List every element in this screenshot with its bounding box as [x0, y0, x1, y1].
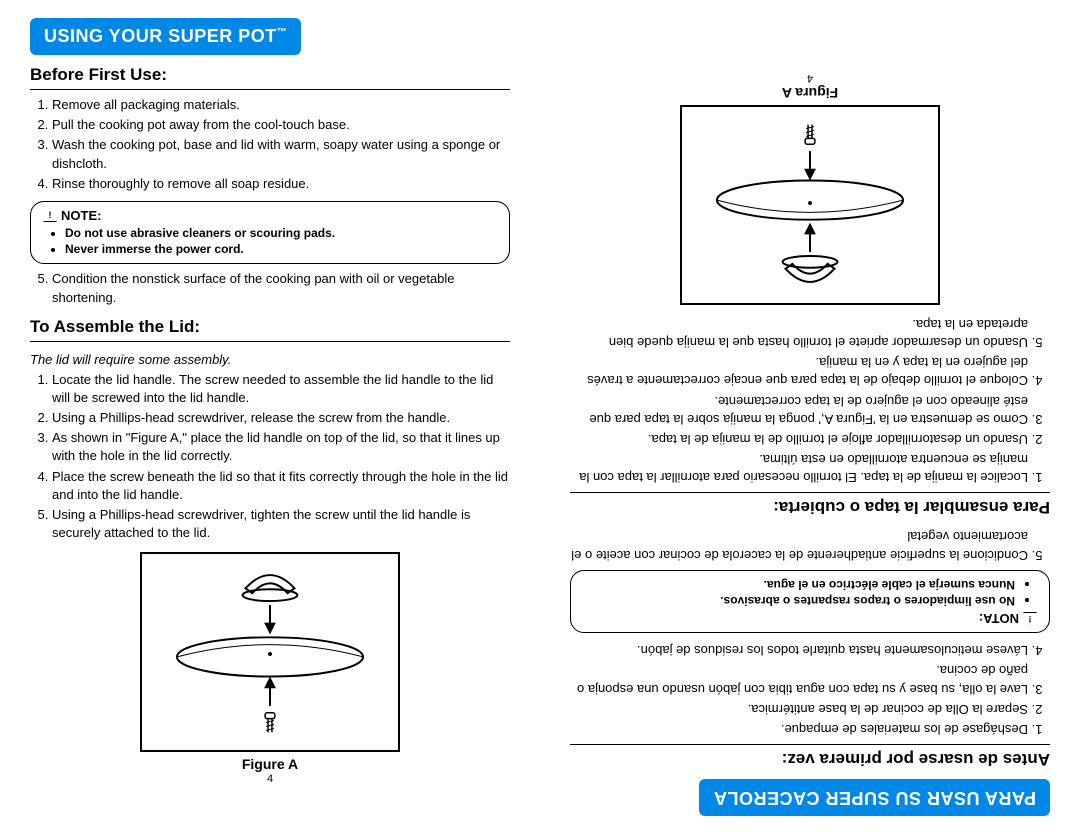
divider	[30, 341, 510, 342]
section-title: USING YOUR SUPER POT	[44, 26, 277, 46]
figure-label: Figura A	[570, 85, 1050, 101]
figure-a-svg	[142, 554, 398, 750]
list-item: Rinse thoroughly to remove all soap resi…	[52, 175, 510, 193]
list-item: Localice la manija de la tapa. El tornil…	[570, 450, 1028, 486]
page-left: USING YOUR SUPER POT™ Before First Use: …	[0, 0, 540, 834]
note-item: Never immerse the power cord.	[65, 241, 497, 257]
list-item: Condicione la superficie antiadherente d…	[570, 527, 1028, 563]
warning-icon	[43, 208, 57, 222]
section-title-bar: USING YOUR SUPER POT™	[30, 18, 301, 55]
list-item: Using a Phillips-head screwdriver, tight…	[52, 506, 510, 542]
divider	[30, 89, 510, 90]
note-item: Do not use abrasive cleaners or scouring…	[65, 225, 497, 241]
list-item: Using a Phillips-head screwdriver, relea…	[52, 409, 510, 427]
note-item: Nunca sumerja el cable eléctrico en el a…	[583, 577, 1015, 593]
list-item: Lávese meticulosamente hasta quitarle to…	[570, 641, 1028, 659]
heading-assemble-lid: To Assemble the Lid:	[30, 317, 510, 337]
before-first-use-list: Remove all packaging materials. Pull the…	[30, 96, 510, 195]
list-item: As shown in "Figure A," place the lid ha…	[52, 429, 510, 465]
list-item: Wash the cooking pot, base and lid with …	[52, 136, 510, 172]
section-title: PARA USAR SU SUPER CACEROLA	[713, 788, 1036, 808]
before-first-use-list: Deshágase de los materiales de empaque. …	[570, 639, 1050, 738]
figure-label: Figure A	[30, 756, 510, 772]
list-item: Como se demuestra en la 'Figura A,' pong…	[570, 391, 1028, 427]
page-number: 4	[30, 773, 510, 785]
note-box: NOTE: Do not use abrasive cleaners or sc…	[30, 201, 510, 264]
list-item: Pull the cooking pot away from the cool-…	[52, 116, 510, 134]
list-item: Locate the lid handle. The screw needed …	[52, 371, 510, 407]
heading-assemble-lid: Para ensamblar la tapa o cubierta:	[570, 497, 1050, 517]
divider	[570, 492, 1050, 493]
tm-mark: ™	[277, 27, 288, 38]
assemble-lid-list: Localice la manija de la tapa. El tornil…	[570, 313, 1050, 487]
heading-before-first-use: Antes de usarse por primera vez:	[570, 749, 1050, 769]
list-item: Deshágase de los materiales de empaque.	[570, 720, 1028, 738]
before-first-use-list-cont: Condicione la superficie antiadherente d…	[570, 525, 1050, 563]
assembly-note: The lid will require some assembly.	[30, 352, 510, 367]
figure-a-svg	[682, 107, 938, 303]
list-item: Remove all packaging materials.	[52, 96, 510, 114]
warning-icon	[1023, 612, 1037, 626]
list-item: Separe la Olla de cocinar de la base ant…	[570, 700, 1028, 718]
note-list: Do not use abrasive cleaners or scouring…	[43, 225, 497, 257]
note-title: NOTA:	[979, 611, 1019, 626]
before-first-use-list-cont: Condition the nonstick surface of the co…	[30, 270, 510, 308]
heading-before-first-use: Before First Use:	[30, 65, 510, 85]
note-list: No use limpiadores o trapos raspantes o …	[583, 577, 1037, 609]
list-item: Coloque el tornillo debajo de la tapa pa…	[570, 353, 1028, 389]
assemble-lid-list: Locate the lid handle. The screw needed …	[30, 371, 510, 545]
note-title-row: NOTA:	[583, 611, 1037, 626]
figure-a-box	[680, 105, 940, 305]
divider	[570, 744, 1050, 745]
list-item: Place the screw beneath the lid so that …	[52, 468, 510, 504]
figure-a-box	[140, 552, 400, 752]
note-title: NOTE:	[61, 208, 101, 223]
list-item: Condition the nonstick surface of the co…	[52, 270, 510, 306]
list-item: Usando un desatornillador afloje el torn…	[570, 430, 1028, 448]
section-title-bar: PARA USAR SU SUPER CACEROLA	[699, 779, 1050, 816]
note-title-row: NOTE:	[43, 208, 497, 223]
list-item: Lave la olla, su base y su tapa con agua…	[570, 661, 1028, 697]
page-number: 4	[570, 72, 1050, 84]
note-box: NOTA: No use limpiadores o trapos raspan…	[570, 570, 1050, 633]
note-item: No use limpiadores o trapos raspantes o …	[583, 593, 1015, 609]
list-item: Usando un desarmador apriete el tornillo…	[570, 315, 1028, 351]
page-right: PARA USAR SU SUPER CACEROLA Antes de usa…	[540, 0, 1080, 834]
